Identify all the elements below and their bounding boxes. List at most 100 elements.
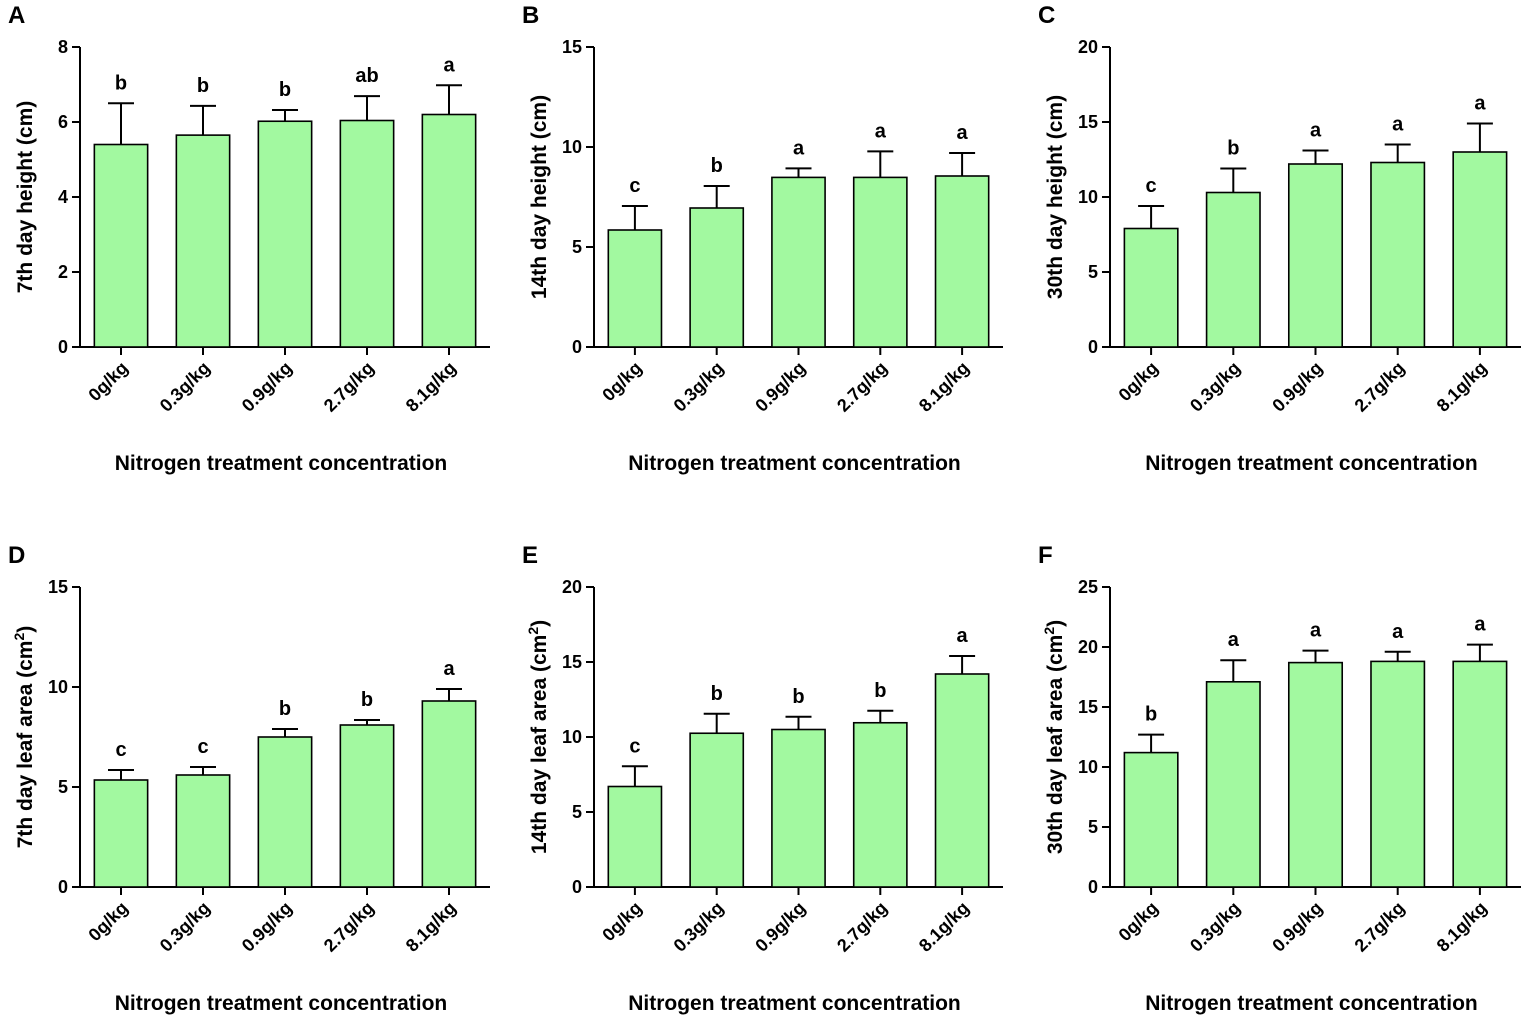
significance-label: c: [629, 735, 640, 757]
y-tick-label: 15: [562, 37, 582, 57]
significance-label: a: [1228, 629, 1240, 651]
y-axis-title: 7th day height (cm): [14, 101, 37, 294]
bar-0-3g-kg: [1205, 680, 1261, 888]
y-tick-label: 25: [1078, 577, 1098, 597]
bar-0-9g-kg: [771, 176, 826, 348]
panel-letter: E: [522, 542, 538, 569]
y-axis-title-text: 14th day leaf area (cm: [528, 635, 551, 854]
x-tick-label: 2.7g/kg: [833, 898, 891, 956]
x-tick-label: 0.3g/kg: [1186, 358, 1244, 416]
x-tick-label: 0.3g/kg: [1186, 898, 1244, 956]
y-tick-label: 10: [562, 727, 582, 747]
chart-panel-f: F 0 5 10 15 20 25 b 0g/kg a 0.3g/kg a 0.9g/kg a 2.7g/k…: [1038, 542, 1521, 1015]
panel-letter: D: [8, 542, 25, 569]
bar-8-1g-kg: [421, 113, 477, 348]
x-tick-label: 2.7g/kg: [1351, 358, 1409, 416]
x-axis-title: Nitrogen treatment concentration: [1145, 452, 1478, 475]
significance-label: c: [115, 739, 126, 761]
bar-0-9g-kg: [1287, 661, 1344, 888]
significance-label: a: [793, 137, 805, 159]
x-tick-label: 0.3g/kg: [156, 358, 214, 416]
bar-2-7g-kg: [852, 721, 908, 888]
y-tick-label: 5: [572, 237, 582, 257]
x-tick-label: 0.9g/kg: [1268, 358, 1326, 416]
bar-0g-kg: [607, 229, 663, 348]
significance-label: a: [1474, 614, 1486, 636]
significance-label: b: [197, 75, 209, 97]
x-tick-label: 0g/kg: [84, 898, 131, 945]
bar-8-1g-kg: [421, 700, 477, 888]
bar-0-3g-kg: [1205, 191, 1261, 348]
x-tick-label: 0g/kg: [1115, 358, 1162, 405]
y-tick-label: 15: [48, 577, 68, 597]
bar-0-9g-kg: [257, 736, 313, 888]
significance-label: b: [1227, 138, 1239, 160]
x-tick-label: 2.7g/kg: [833, 358, 891, 416]
significance-label: b: [279, 79, 291, 101]
x-tick-label: 2.7g/kg: [1351, 898, 1409, 956]
x-tick-label: 8.1g/kg: [402, 898, 460, 956]
y-axis-title: 30th day leaf area (cm2): [1041, 620, 1067, 854]
y-axis-title-text: 14th day height (cm): [528, 95, 551, 299]
y-axis-title-end: ): [14, 626, 37, 633]
x-tick-label: 0.9g/kg: [238, 898, 296, 956]
x-tick-label: 8.1g/kg: [915, 898, 973, 956]
y-axis-title-text: 30th day height (cm): [1044, 95, 1067, 299]
x-tick-label: 8.1g/kg: [402, 358, 460, 416]
y-tick-label: 0: [58, 877, 68, 897]
y-axis-title: 14th day leaf area (cm2): [525, 620, 551, 854]
significance-label: b: [279, 698, 291, 720]
x-axis-title: Nitrogen treatment concentration: [115, 992, 448, 1015]
y-axis-title-text: 7th day height (cm): [14, 101, 37, 294]
significance-label: a: [1310, 120, 1322, 142]
panel-letter: A: [8, 2, 25, 29]
significance-label: c: [1146, 175, 1157, 197]
y-tick-label: 15: [1078, 697, 1098, 717]
y-axis-title-superscript: 2: [525, 627, 541, 635]
x-axis-title: Nitrogen treatment concentration: [1145, 992, 1478, 1015]
significance-label: b: [115, 72, 127, 94]
significance-label: b: [1145, 704, 1157, 726]
x-tick-label: 0.9g/kg: [1268, 898, 1326, 956]
y-tick-label: 10: [48, 677, 68, 697]
y-tick-label: 0: [1088, 337, 1098, 357]
bar-2-7g-kg: [339, 119, 395, 348]
significance-label: b: [361, 689, 373, 711]
bar-8-1g-kg: [934, 175, 990, 348]
x-tick-label: 0g/kg: [84, 358, 131, 405]
y-axis-title-text: 7th day leaf area (cm: [14, 641, 37, 849]
x-tick-label: 0.9g/kg: [751, 358, 809, 416]
significance-label: a: [1310, 620, 1322, 642]
y-tick-label: 6: [58, 112, 68, 132]
significance-label: a: [1392, 114, 1404, 136]
x-axis-title: Nitrogen treatment concentration: [115, 452, 448, 475]
x-tick-label: 2.7g/kg: [320, 898, 378, 956]
y-tick-label: 0: [58, 337, 68, 357]
y-tick-label: 5: [572, 802, 582, 822]
y-tick-label: 0: [572, 337, 582, 357]
bar-0g-kg: [93, 143, 149, 348]
significance-label: a: [957, 625, 969, 647]
x-tick-label: 0g/kg: [598, 898, 645, 945]
y-axis-title-superscript: 2: [1041, 627, 1057, 635]
chart-panel-a: A 0 2 4 6 8 b 0g/kg b 0.3g/kg b 0.9g/kg ab 2.7g/kg a 8.…: [8, 2, 490, 475]
y-axis-title: 14th day height (cm): [528, 95, 551, 299]
x-tick-label: 0.9g/kg: [751, 898, 809, 956]
bar-0-9g-kg: [771, 728, 826, 888]
bar-8-1g-kg: [934, 673, 990, 888]
y-tick-label: 2: [58, 262, 68, 282]
x-tick-label: 2.7g/kg: [320, 358, 378, 416]
bar-8-1g-kg: [1452, 151, 1508, 348]
x-tick-label: 0.3g/kg: [670, 358, 728, 416]
y-tick-label: 0: [572, 877, 582, 897]
y-tick-label: 5: [1088, 817, 1098, 837]
x-tick-label: 0.9g/kg: [238, 358, 296, 416]
significance-label: c: [629, 175, 640, 197]
significance-label: a: [957, 122, 969, 144]
x-tick-label: 0g/kg: [598, 358, 645, 405]
x-tick-label: 8.1g/kg: [1433, 898, 1491, 956]
bar-0g-kg: [607, 785, 663, 888]
chart-panel-c: C 0 5 10 15 20 c 0g/kg b 0.3g/kg a 0.9g/kg a 2.7g/kg a…: [1038, 2, 1521, 475]
significance-label: b: [711, 683, 723, 705]
